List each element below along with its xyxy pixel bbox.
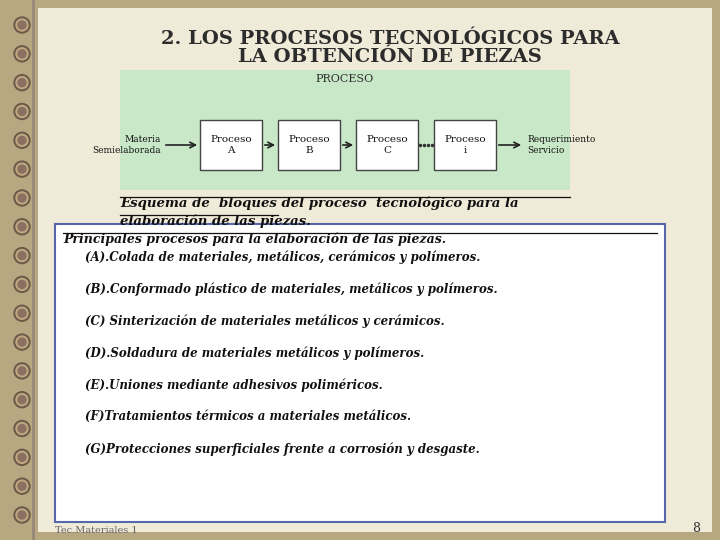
Text: Proceso
A: Proceso A (210, 135, 252, 155)
Text: Tec.Materiales 1: Tec.Materiales 1 (55, 526, 138, 535)
Circle shape (18, 79, 26, 86)
Circle shape (16, 19, 28, 31)
Circle shape (14, 363, 30, 379)
Text: Esquema de  bloques del proceso  tecnológico para la: Esquema de bloques del proceso tecnológi… (120, 196, 518, 210)
Text: PROCESO: PROCESO (316, 74, 374, 84)
Circle shape (16, 365, 28, 377)
Text: LA OBTENCIÓN DE PIEZAS: LA OBTENCIÓN DE PIEZAS (238, 48, 542, 66)
Circle shape (16, 336, 28, 348)
Text: (D).Soldadura de materiales metálicos y polímeros.: (D).Soldadura de materiales metálicos y … (85, 346, 424, 360)
Text: (E).Uniones mediante adhesivos poliméricos.: (E).Uniones mediante adhesivos poliméric… (85, 378, 383, 392)
Circle shape (18, 136, 26, 144)
Circle shape (18, 424, 26, 433)
Circle shape (16, 134, 28, 146)
Circle shape (14, 421, 30, 436)
Circle shape (14, 46, 30, 62)
Circle shape (14, 478, 30, 494)
Text: Proceso
C: Proceso C (366, 135, 408, 155)
Text: Materia
Semielaborada: Materia Semielaborada (92, 135, 161, 155)
Circle shape (14, 75, 30, 91)
Circle shape (14, 17, 30, 33)
Text: Proceso
i: Proceso i (444, 135, 486, 155)
Circle shape (18, 454, 26, 461)
Circle shape (16, 480, 28, 492)
Circle shape (16, 394, 28, 406)
Circle shape (14, 219, 30, 235)
Circle shape (18, 280, 26, 288)
Circle shape (18, 50, 26, 58)
Circle shape (14, 449, 30, 465)
Circle shape (16, 192, 28, 204)
Circle shape (14, 305, 30, 321)
Bar (32, 0, 35, 540)
Text: (A).Colada de materiales, metálicos, cerámicos y polímeros.: (A).Colada de materiales, metálicos, cer… (85, 250, 480, 264)
Circle shape (18, 165, 26, 173)
Bar (434, 120, 496, 170)
Text: elaboración de las piezas.: elaboración de las piezas. (120, 214, 311, 227)
Circle shape (16, 451, 28, 463)
Text: (F)Tratamientos térmicos a materiales metálicos.: (F)Tratamientos térmicos a materiales me… (85, 410, 411, 423)
Circle shape (18, 482, 26, 490)
Circle shape (18, 252, 26, 260)
Circle shape (14, 392, 30, 408)
Circle shape (18, 367, 26, 375)
Bar (120, 70, 570, 190)
Circle shape (16, 77, 28, 89)
Circle shape (14, 161, 30, 177)
Circle shape (16, 509, 28, 521)
Circle shape (16, 48, 28, 60)
Circle shape (14, 132, 30, 149)
Bar (356, 120, 418, 170)
Circle shape (16, 221, 28, 233)
Circle shape (14, 507, 30, 523)
Circle shape (14, 190, 30, 206)
Circle shape (16, 307, 28, 319)
Circle shape (18, 396, 26, 404)
Text: (B).Conformado plástico de materiales, metálicos y polímeros.: (B).Conformado plástico de materiales, m… (85, 282, 498, 295)
Circle shape (16, 105, 28, 118)
Circle shape (16, 422, 28, 435)
Bar (200, 120, 262, 170)
Circle shape (18, 223, 26, 231)
Bar (278, 120, 340, 170)
Circle shape (14, 276, 30, 293)
Text: (G)Protecciones superficiales frente a corrosión y desgaste.: (G)Protecciones superficiales frente a c… (85, 442, 480, 456)
Text: Proceso
B: Proceso B (288, 135, 330, 155)
Circle shape (18, 107, 26, 116)
Circle shape (16, 249, 28, 261)
Circle shape (16, 279, 28, 291)
Circle shape (14, 104, 30, 119)
Text: Requerimiento
Servicio: Requerimiento Servicio (527, 135, 595, 155)
Bar (55, 224, 665, 522)
Circle shape (18, 194, 26, 202)
Text: 2. LOS PROCESOS TECNOLÓGICOS PARA: 2. LOS PROCESOS TECNOLÓGICOS PARA (161, 30, 619, 48)
Text: Principales procesos para la elaboración de las piezas.: Principales procesos para la elaboración… (63, 232, 446, 246)
Text: 8: 8 (692, 522, 700, 535)
Circle shape (14, 247, 30, 264)
Circle shape (18, 21, 26, 29)
Text: (C) Sinterización de materiales metálicos y cerámicos.: (C) Sinterización de materiales metálico… (85, 314, 445, 327)
Circle shape (18, 338, 26, 346)
Circle shape (16, 163, 28, 175)
Circle shape (18, 309, 26, 317)
Circle shape (14, 334, 30, 350)
Circle shape (18, 511, 26, 519)
